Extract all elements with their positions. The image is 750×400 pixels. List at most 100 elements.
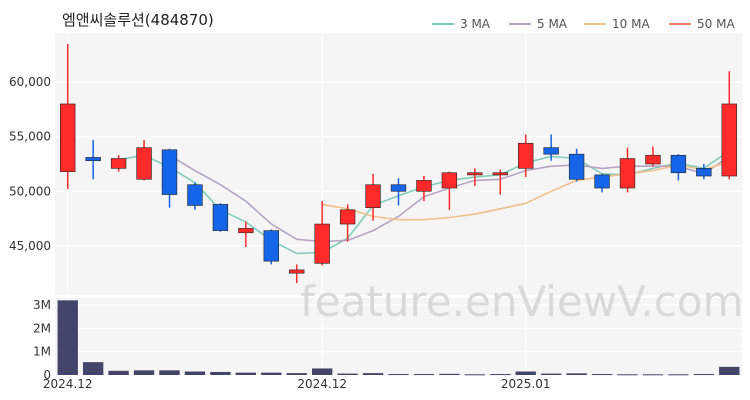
- candle-body: [645, 154, 661, 165]
- candle-body: [187, 184, 203, 206]
- volume-bar: [108, 370, 129, 375]
- volume-tick-label: 3M: [33, 298, 51, 312]
- candle-body: [390, 184, 407, 192]
- volume-bar: [184, 371, 206, 375]
- chart-title: 엠앤씨솔루션(484870): [62, 11, 214, 29]
- candle: [721, 71, 737, 180]
- watermark: feature.enViewV.com: [300, 277, 743, 326]
- volume-bar: [540, 373, 562, 375]
- legend-item: 3 MA: [432, 17, 491, 31]
- candle: [161, 148, 178, 208]
- candle-body: [518, 142, 534, 169]
- candle: [187, 182, 203, 210]
- volume-bar: [362, 373, 384, 375]
- candle: [110, 155, 127, 172]
- volume-bar: [337, 373, 358, 375]
- candle-body: [365, 184, 381, 208]
- volume-bar: [566, 373, 587, 375]
- volume-tick-label: 2M: [33, 321, 51, 335]
- volume-bar: [235, 372, 257, 375]
- candle: [60, 43, 76, 190]
- volume-bar: [159, 370, 180, 375]
- candle-body: [492, 172, 508, 176]
- candle-body: [339, 209, 356, 225]
- x-tick-label: 2024.12: [297, 377, 347, 391]
- volume-bar: [57, 300, 78, 375]
- volume-bar: [413, 374, 435, 376]
- volume-bar: [261, 372, 282, 375]
- candle: [314, 201, 330, 266]
- ma10-line: [322, 161, 730, 221]
- candle: [441, 171, 458, 210]
- candle-body: [136, 147, 152, 180]
- y-tick-label: 50,000: [9, 184, 51, 198]
- volume-bar: [388, 374, 409, 376]
- legend-item: 10 MA: [584, 17, 650, 31]
- candle: [645, 146, 661, 167]
- x-tick-label: 2024.12: [43, 377, 93, 391]
- volume-bar: [439, 373, 460, 375]
- candle-body: [238, 228, 254, 234]
- candle-body: [543, 147, 559, 155]
- legend-item: 50 MA: [669, 17, 735, 31]
- legend: 3 MA 5 MA 10 MA 50 MA: [432, 17, 735, 31]
- volume-bar: [617, 374, 638, 376]
- candlesticks: [60, 43, 737, 283]
- candle-body: [212, 204, 229, 231]
- volume-bar: [693, 374, 715, 376]
- candle-body: [619, 158, 636, 189]
- candle: [594, 173, 610, 193]
- volume-bar: [82, 362, 104, 375]
- volume-bar: [515, 371, 536, 375]
- candle-body: [721, 103, 737, 177]
- candle: [365, 173, 381, 221]
- candle: [85, 139, 101, 180]
- candle: [619, 147, 636, 193]
- candle-body: [161, 149, 178, 195]
- candle: [543, 134, 559, 161]
- candle-body: [568, 153, 585, 180]
- candle: [238, 221, 254, 247]
- volume-bar: [210, 371, 231, 375]
- candle-body: [467, 172, 483, 176]
- volume-bars: [57, 300, 740, 376]
- legend-label: 50 MA: [697, 17, 735, 31]
- y-tick-label: 55,000: [9, 130, 51, 144]
- candle-body: [696, 168, 712, 177]
- candle-body: [263, 230, 279, 262]
- volume-tick-label: 1M: [33, 345, 51, 359]
- candle-body: [110, 158, 127, 169]
- candle: [492, 169, 508, 195]
- legend-item: 5 MA: [509, 17, 568, 31]
- legend-label: 5 MA: [537, 17, 568, 31]
- y-tick-label: 60,000: [9, 75, 51, 89]
- legend-label: 10 MA: [612, 17, 650, 31]
- legend-label: 3 MA: [460, 17, 491, 31]
- volume-bar: [642, 374, 664, 376]
- candle-body: [441, 172, 458, 189]
- volume-bar: [719, 366, 740, 375]
- candle: [467, 168, 483, 186]
- candle: [289, 264, 305, 283]
- candle-body: [85, 157, 101, 162]
- candle-body: [416, 180, 432, 192]
- volume-plot-area: [55, 298, 742, 375]
- candle-body: [594, 174, 610, 189]
- volume-tick-label: 0: [43, 368, 51, 382]
- volume-bar: [464, 374, 486, 376]
- candle: [670, 154, 687, 181]
- axis-labels: 45,000 50,000 55,000 60,000 2024.12 2024.12 20…: [9, 75, 551, 391]
- candle: [518, 134, 534, 178]
- candle-body: [60, 103, 76, 172]
- volume-bar: [668, 374, 689, 376]
- candle: [212, 203, 229, 232]
- candle: [136, 139, 152, 181]
- candle: [339, 204, 356, 242]
- volume-bar: [591, 374, 613, 376]
- candle: [568, 148, 585, 182]
- candle-body: [670, 154, 687, 174]
- candle: [416, 176, 432, 202]
- candle-body: [314, 223, 330, 264]
- candle: [696, 164, 712, 180]
